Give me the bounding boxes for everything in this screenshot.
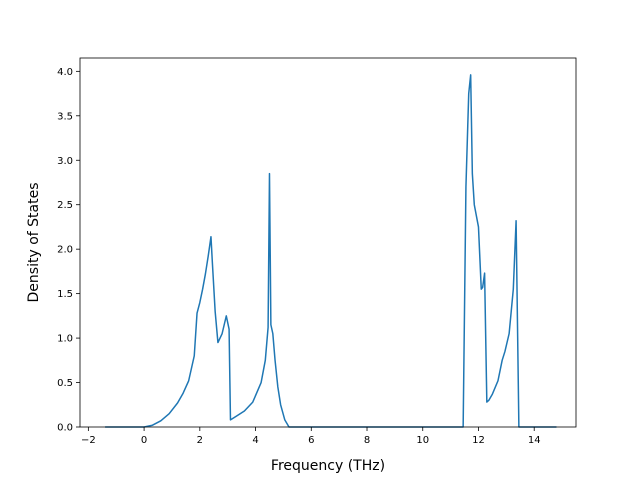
y-tick-label: 2.5	[57, 200, 73, 211]
y-tick-label: 3.0	[57, 156, 73, 167]
y-tick-label: 2.0	[57, 245, 73, 256]
y-tick-label: 0.5	[57, 378, 73, 389]
y-tick-label: 3.5	[57, 111, 73, 122]
x-tick-label: 8	[364, 435, 370, 446]
y-axis-label: Density of States	[26, 183, 42, 303]
x-axis-ticks: −2 0 2 4 6 8 10 12 14	[81, 427, 541, 446]
x-tick-label: −2	[81, 435, 96, 446]
y-axis-ticks: 0.0 0.5 1.0 1.5 2.0 2.5 3.0 3.5 4.0	[57, 67, 80, 434]
x-tick-label: 14	[528, 435, 541, 446]
x-tick-label: 10	[416, 435, 429, 446]
plot-layer	[105, 74, 557, 428]
y-tick-label: 1.5	[57, 289, 73, 300]
x-tick-label: 12	[472, 435, 485, 446]
x-tick-label: 6	[308, 435, 314, 446]
x-tick-label: 0	[141, 435, 147, 446]
series-line-0	[105, 74, 557, 428]
plot-frame	[79, 57, 577, 428]
x-axis-label: Frequency (THz)	[271, 458, 385, 474]
y-tick-label: 1.0	[57, 334, 73, 345]
x-tick-label: 2	[197, 435, 203, 446]
x-tick-label: 4	[252, 435, 258, 446]
y-tick-label: 4.0	[57, 67, 73, 78]
y-tick-label: 0.0	[57, 423, 73, 434]
